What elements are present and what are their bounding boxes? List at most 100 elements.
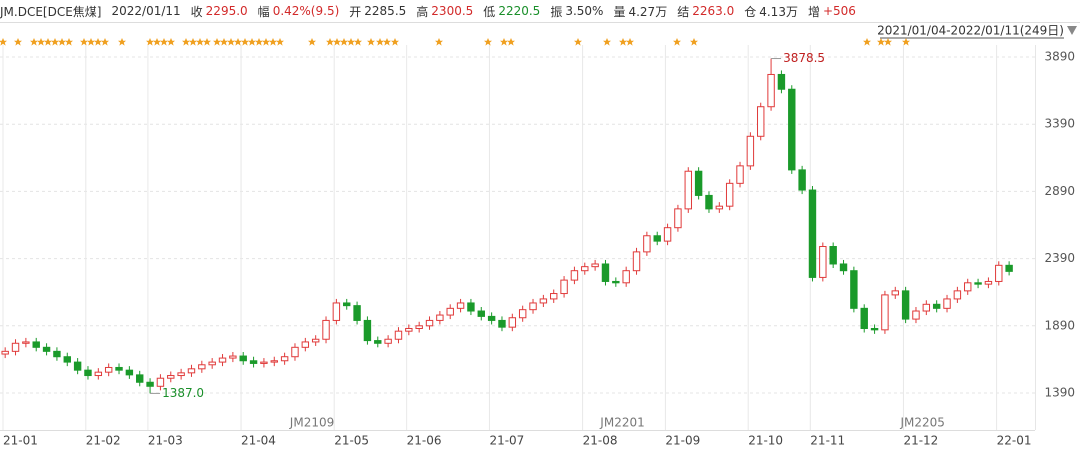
candle-body (622, 270, 630, 284)
event-star (153, 38, 161, 46)
candle-body (301, 341, 310, 348)
max-label: 3878.5 (783, 51, 825, 65)
event-star (30, 38, 38, 46)
candle-body (581, 266, 589, 272)
field-value: 2295.0 (205, 4, 248, 18)
candle-body (850, 270, 858, 309)
candle-body (177, 372, 185, 377)
candle-body (601, 263, 610, 282)
candle-body (363, 319, 372, 342)
candle-body (1005, 264, 1013, 272)
event-star (203, 38, 211, 46)
candle-body (260, 361, 268, 364)
field-value: 2285.5 (364, 4, 407, 18)
event-star (196, 38, 204, 46)
candle-body (208, 361, 216, 366)
candle-body (550, 293, 558, 300)
event-star (673, 38, 681, 46)
candle-body (705, 194, 713, 210)
event-star (507, 38, 515, 46)
event-star (234, 38, 242, 46)
candle-body (229, 355, 237, 359)
event-star (65, 38, 73, 46)
event-star (391, 38, 399, 46)
candle-body (984, 280, 993, 285)
range-dropdown[interactable] (1067, 26, 1077, 35)
event-star (14, 38, 22, 46)
candle-body (653, 235, 661, 242)
candle-body (425, 319, 434, 327)
candle-body (498, 319, 506, 328)
event-star (347, 38, 355, 46)
candle-body (198, 364, 206, 370)
field-label: 高 (416, 4, 429, 19)
candle-body (570, 270, 579, 281)
candle-body (912, 310, 920, 320)
candle-body (715, 205, 724, 210)
field-label: 结 (677, 4, 690, 19)
event-star (276, 38, 284, 46)
range-label: 2021/01/04-2022/01/11(249日) (877, 24, 1064, 38)
event-star (884, 38, 892, 46)
event-star (58, 38, 66, 46)
event-star (484, 38, 492, 46)
field-label: 开 (349, 4, 362, 19)
field-label: 收 (190, 4, 203, 19)
candle-body (974, 282, 982, 285)
field-label: 增 (807, 4, 820, 19)
candle-body (819, 246, 827, 278)
field-value: +506 (822, 4, 856, 18)
candle-body (612, 280, 620, 284)
field-label: 量 (613, 4, 626, 19)
field-value: 2300.5 (431, 4, 474, 18)
candle-body (932, 303, 941, 309)
candle-body (881, 294, 889, 331)
candle-body (467, 302, 475, 312)
event-star (619, 38, 627, 46)
field-label: 低 (483, 4, 496, 19)
x-tick-label: 21-12 (903, 434, 938, 448)
candle-body (270, 360, 278, 363)
candle-body (487, 315, 496, 321)
candle-body (684, 170, 692, 210)
event-star (189, 38, 197, 46)
contract-label: JM2109 (289, 416, 334, 430)
candle-body (42, 346, 51, 352)
x-tick-label: 21-06 (407, 434, 442, 448)
field-value: 2220.5 (498, 4, 541, 18)
candle-body (1, 350, 9, 355)
event-star (248, 38, 256, 46)
event-star (118, 38, 126, 46)
field-label: 仓 (744, 4, 757, 19)
x-tick-label: 22-01 (997, 434, 1032, 448)
candle-body (777, 73, 786, 90)
event-star (340, 38, 348, 46)
candle-body (249, 360, 258, 364)
field-label: 幅 (257, 4, 270, 19)
candle-body (632, 251, 641, 272)
event-star (603, 38, 611, 46)
candle-body (529, 302, 537, 311)
event-star (354, 38, 362, 46)
candle-body (860, 307, 868, 329)
x-tick-label: 21-03 (148, 434, 183, 448)
event-star (435, 38, 443, 46)
candle-body (891, 290, 899, 296)
candle-body (922, 303, 931, 312)
candle-body (218, 357, 227, 363)
candle-body (725, 182, 734, 207)
candle-body (643, 235, 651, 253)
event-star (863, 38, 871, 46)
event-star (269, 38, 277, 46)
candle-body (187, 368, 196, 374)
y-tick-label: 1890 (1044, 318, 1075, 332)
x-tick-label: 21-01 (3, 434, 38, 448)
y-tick-label: 3390 (1044, 117, 1075, 131)
candle-body (104, 366, 113, 373)
event-star (101, 38, 109, 46)
candle-body (322, 319, 330, 340)
contract-label: JM2201 (599, 416, 644, 430)
candle-body (291, 346, 299, 358)
event-star (308, 38, 316, 46)
